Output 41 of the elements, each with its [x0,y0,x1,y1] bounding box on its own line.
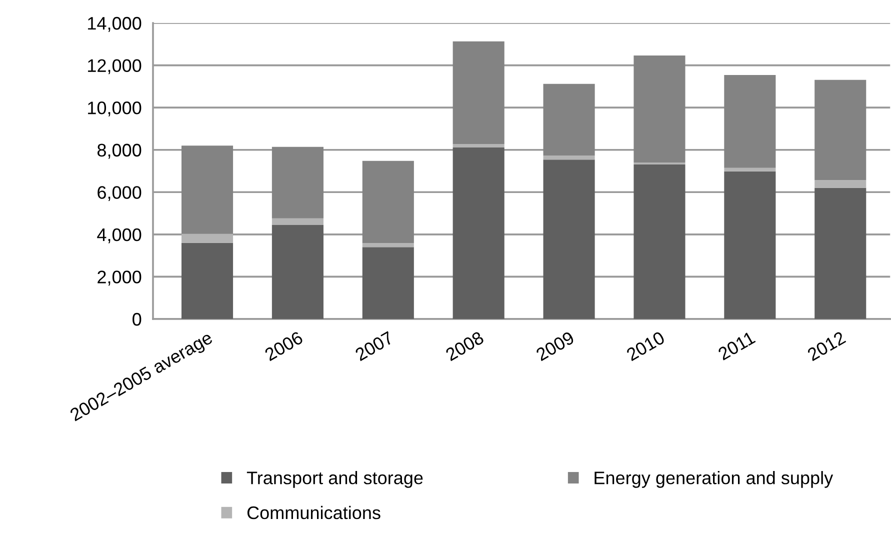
bar [362,247,414,319]
bar [272,224,324,319]
legend-label: Communications [247,506,380,520]
bar [181,146,234,234]
bar [724,75,776,168]
bar [181,234,234,243]
x-tick-label: 2008 [444,330,485,362]
x-tick-label: 2010 [626,330,666,362]
bar [362,243,414,248]
x-tick-label: 2009 [535,330,575,362]
bar [272,146,324,218]
x-tick-label: 2006 [264,330,304,362]
bar [543,156,595,160]
y-tick-label: 4,000 [97,228,142,244]
y-tick-label: 0 [132,312,142,326]
bar [543,160,595,319]
y-tick-label: 12,000 [88,59,142,74]
bar [634,56,686,163]
y-tick-label: 2,000 [98,270,142,286]
bar [181,242,234,319]
bar [814,80,866,180]
bar [724,168,776,172]
bar [362,160,414,244]
x-tick-label: 2011 [717,330,756,361]
y-tick-label: 14,000 [88,16,142,32]
bar [814,180,866,188]
bar [634,164,686,319]
bar [814,188,866,319]
bar [724,171,776,319]
x-tick-label: 2012 [806,330,846,362]
bar [452,148,504,319]
bar [272,218,324,225]
x-tick-label: 2007 [354,330,394,362]
legend-label: Energy generation and supply [594,471,834,488]
legend-label: Transport and storage [246,471,423,488]
bar [452,144,504,148]
y-tick-label: 6,000 [98,186,142,201]
bar [452,41,504,144]
y-tick-label: 10,000 [88,102,142,116]
bar [543,84,595,156]
y-tick-label: 8,000 [97,144,142,159]
